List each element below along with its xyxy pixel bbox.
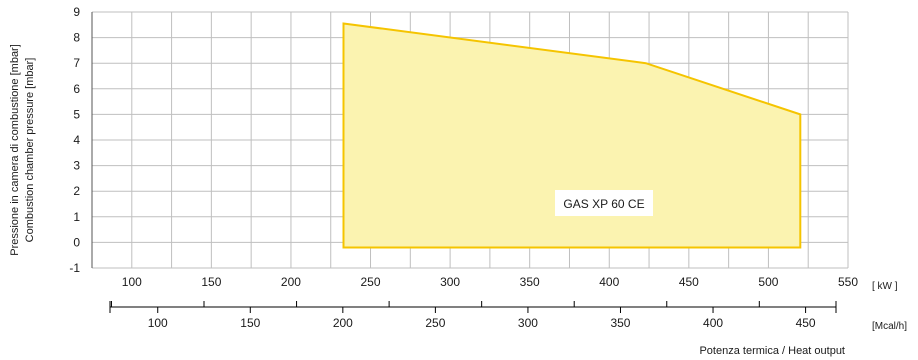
y-tick-label: 1 [73, 210, 80, 224]
y-tick-labels: -1 0 1 2 3 4 5 6 7 8 9 [69, 5, 80, 275]
mcal-axis: 100 150 200 250 300 350 400 450 [109, 301, 837, 330]
mcal-tick-label: 150 [240, 316, 260, 330]
mcal-tick-label: 250 [425, 316, 445, 330]
mcal-tick-label: 200 [333, 316, 353, 330]
x-axis-title: Potenza termica / Heat output [699, 345, 845, 357]
y-tick-label: 3 [73, 159, 80, 173]
y-tick-label: 6 [73, 82, 80, 96]
y-axis-title-line-1: Pressione in camera di combustione [mbar… [9, 44, 21, 256]
mcal-tick-label: 350 [610, 316, 630, 330]
y-tick-label: 8 [73, 31, 80, 45]
kw-tick-label: 450 [679, 275, 699, 289]
series-label-box [555, 190, 653, 216]
mcal-tick-label: 300 [518, 316, 538, 330]
y-tick-label: 4 [73, 133, 80, 147]
mcal-tick-label: 450 [796, 316, 816, 330]
kw-tick-label: 400 [599, 275, 619, 289]
y-tick-label: 2 [73, 184, 80, 198]
y-tick-label: 5 [73, 107, 80, 121]
y-tick-label: 9 [73, 5, 80, 19]
series-label: GAS XP 60 CE [563, 197, 644, 211]
working-field-polygon [342, 22, 802, 249]
y-tick-label: 7 [73, 56, 80, 70]
kw-unit-label: [ kW ] [872, 281, 898, 292]
y-axis-title-line-2: Combustion chamber pressure [mbar] [24, 58, 36, 243]
kw-tick-label: 100 [122, 275, 142, 289]
kw-tick-label: 350 [520, 275, 540, 289]
kw-tick-label: 150 [201, 275, 221, 289]
mcal-tick-label: 100 [148, 316, 168, 330]
kw-tick-label: 550 [838, 275, 858, 289]
kw-tick-label: 300 [440, 275, 460, 289]
kw-tick-label: 200 [281, 275, 301, 289]
kw-tick-label: 250 [361, 275, 381, 289]
mcal-unit-label: [Mcal/h] [872, 321, 907, 332]
y-tick-label: -1 [69, 261, 80, 275]
kw-tick-label: 500 [758, 275, 778, 289]
working-field-area [342, 22, 802, 249]
kw-tick-labels: 100 150 200 250 300 350 400 450 500 550 [122, 275, 859, 289]
y-tick-label: 0 [73, 235, 80, 249]
mcal-tick-label: 400 [703, 316, 723, 330]
